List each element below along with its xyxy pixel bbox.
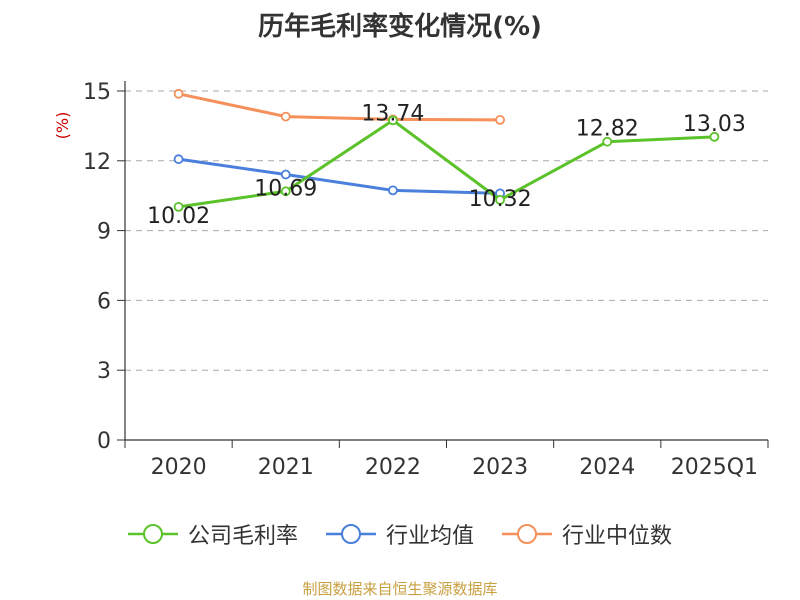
data-point-1-2021: [280, 169, 291, 180]
data-point-2-2020: [173, 88, 184, 99]
legend-marker-industry-mean: [325, 524, 376, 544]
legend-item-company[interactable]: 公司毛利率: [127, 518, 298, 550]
x-tick-label-2025Q1: 2025Q1: [671, 455, 758, 480]
legend-item-industry-median[interactable]: 行业中位数: [502, 518, 672, 550]
data-point-2-2021: [280, 111, 291, 122]
legend-marker-industry-median: [502, 524, 552, 544]
source-note: 制图数据来自恒生聚源数据库: [302, 580, 498, 598]
data-point-0-2022: [388, 115, 398, 126]
data-point-2-2023: [495, 114, 505, 125]
data-point-0-2024: [602, 136, 613, 147]
legend-item-industry-mean[interactable]: 行业均值: [325, 518, 474, 550]
legend-marker-company: [127, 524, 178, 544]
data-point-0-2025Q1: [709, 131, 720, 142]
x-tick-label-2023: 2023: [472, 455, 528, 480]
y-tick-label-12: 12: [83, 150, 111, 175]
data-label-2023: 10.32: [469, 187, 532, 212]
legend: 公司毛利率 行业均值 行业中位数: [0, 518, 800, 550]
series-line-0: [178, 118, 715, 209]
y-tick-label-6: 6: [97, 289, 111, 314]
legend-label-industry-median: 行业中位数: [562, 524, 673, 549]
data-label-2022: 13.74: [361, 101, 424, 126]
chart-title: 历年毛利率变化情况(%): [258, 12, 542, 42]
data-label-2020: 10.02: [147, 204, 210, 229]
x-tick-label-2022: 2022: [365, 455, 421, 480]
data-label-2025Q1: 13.03: [683, 112, 746, 137]
series-line-2: [178, 92, 501, 122]
legend-label-industry-mean: 行业均值: [385, 524, 474, 549]
data-label-2024: 12.82: [576, 117, 639, 142]
data-point-0-2021: [280, 186, 291, 197]
y-tick-label-0: 0: [97, 429, 111, 454]
legend-label-company: 公司毛利率: [187, 524, 298, 549]
y-tick-label-9: 9: [97, 220, 111, 245]
x-tick-label-2020: 2020: [151, 455, 207, 480]
x-tick-label-2021: 2021: [258, 455, 314, 480]
data-label-2021: 10.69: [254, 176, 317, 201]
y-tick-label-15: 15: [83, 80, 111, 105]
data-point-1-2022: [388, 185, 398, 196]
data-point-1-2020: [173, 154, 184, 165]
y-axis-label: (%): [53, 112, 72, 140]
data-point-0-2023: [495, 194, 505, 205]
series-line-1: [178, 157, 501, 195]
x-tick-label-2024: 2024: [579, 455, 635, 480]
data-point-0-2020: [173, 201, 184, 212]
y-tick-label-3: 3: [97, 359, 111, 384]
